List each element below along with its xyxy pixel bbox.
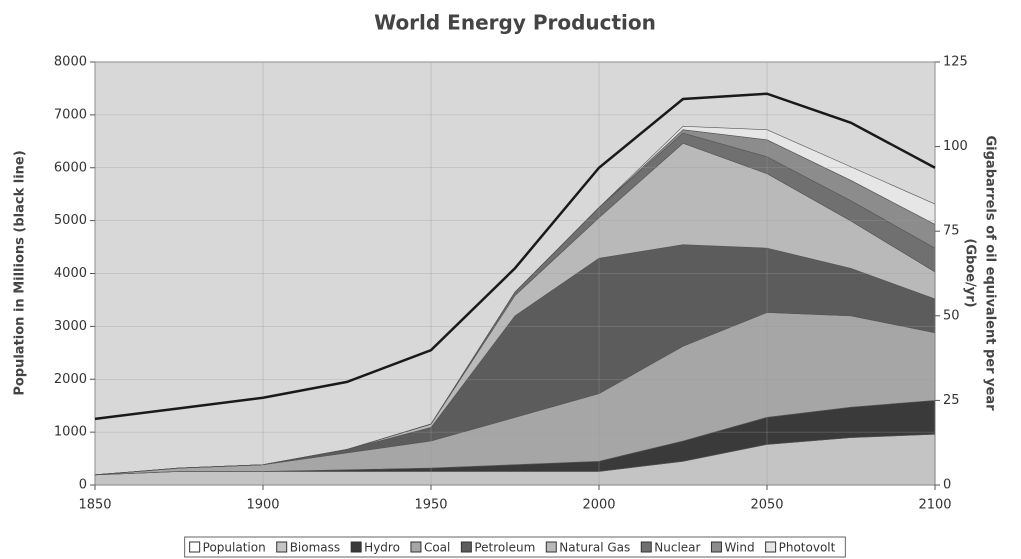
x-tick-label: 2100 <box>918 498 951 513</box>
y2-tick-label: 100 <box>943 139 968 154</box>
x-tick-label: 1950 <box>414 498 447 513</box>
y2-tick-label: 125 <box>943 55 968 70</box>
y-tick-label: 3000 <box>54 319 87 334</box>
y2-tick-label: 25 <box>943 393 960 408</box>
legend-label: Biomass <box>290 541 340 555</box>
x-tick-label: 1850 <box>78 498 111 513</box>
legend-swatch <box>460 541 472 553</box>
y-tick-label: 1000 <box>54 425 87 440</box>
legend-swatch <box>710 541 722 553</box>
legend-label: Photovolt <box>779 541 836 555</box>
y-tick-label: 4000 <box>54 266 87 281</box>
y-tick-label: 6000 <box>54 160 87 175</box>
legend-label: Population <box>203 541 266 555</box>
population-line <box>94 92 936 421</box>
legend-label: Natural Gas <box>559 541 630 555</box>
legend-swatch <box>350 541 362 553</box>
y-tick-label: 2000 <box>54 372 87 387</box>
chart-title: World Energy Production <box>374 11 656 35</box>
x-tick-label: 2000 <box>582 498 615 513</box>
legend-label: Coal <box>424 541 450 555</box>
legend-swatch <box>189 541 201 553</box>
legend: Population Biomass Hydro Coal Petroleum Natur… <box>184 536 846 558</box>
y-tick-label: 0 <box>79 478 87 493</box>
x-tick-label: 2050 <box>750 498 783 513</box>
legend-label: Nuclear <box>654 541 700 555</box>
y-tick-label: 7000 <box>54 107 87 122</box>
y2-axis-title: (Gboe/yr) <box>963 238 978 307</box>
y2-tick-label: 0 <box>943 478 951 493</box>
legend-swatch <box>545 541 557 553</box>
y2-axis-title: Gigabarrels of oil equivalent per year <box>983 135 998 411</box>
legend-swatch <box>410 541 422 553</box>
legend-swatch <box>765 541 777 553</box>
legend-box <box>184 536 846 558</box>
legend-swatch <box>640 541 652 553</box>
legend-label: Wind <box>724 541 754 555</box>
y2-tick-label: 50 <box>943 308 960 323</box>
legend-label: Hydro <box>364 541 400 555</box>
y2-tick-label: 75 <box>943 224 960 239</box>
legend-label: Petroleum <box>474 541 535 555</box>
legend-swatch <box>276 541 288 553</box>
y-axis-title: Population in Millions (black line) <box>13 150 28 395</box>
y-tick-label: 5000 <box>54 213 87 228</box>
x-tick-label: 1900 <box>246 498 279 513</box>
y-tick-label: 8000 <box>54 55 87 70</box>
